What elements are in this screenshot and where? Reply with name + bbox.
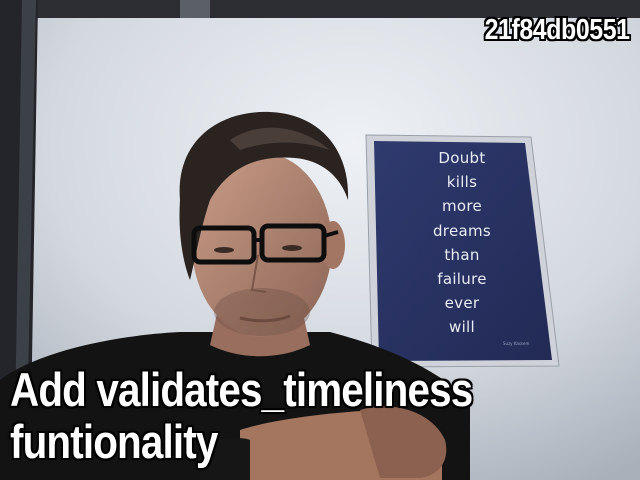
poster-line: ever: [444, 294, 480, 313]
poster: [374, 141, 552, 361]
glasses-left-lens: [191, 225, 257, 265]
poster-line: failure: [437, 269, 487, 288]
poster-quote: Doubt kills more dreams than failure eve…: [392, 146, 532, 340]
poster-line: dreams: [432, 221, 491, 240]
ceiling: [0, 0, 640, 18]
glasses-right-lens: [259, 223, 327, 263]
commit-message: Add validates_timeliness funtionality: [10, 363, 473, 468]
commit-hash: 21f84db0551: [484, 14, 630, 46]
poster-line: will: [449, 318, 475, 337]
poster-line: more: [441, 197, 483, 216]
poster-line: than: [444, 245, 480, 264]
poster-line: Doubt: [438, 149, 486, 167]
poster-credit: Suzy Kassem: [503, 341, 530, 346]
poster-line: kills: [446, 173, 478, 192]
hair: [179, 111, 349, 280]
